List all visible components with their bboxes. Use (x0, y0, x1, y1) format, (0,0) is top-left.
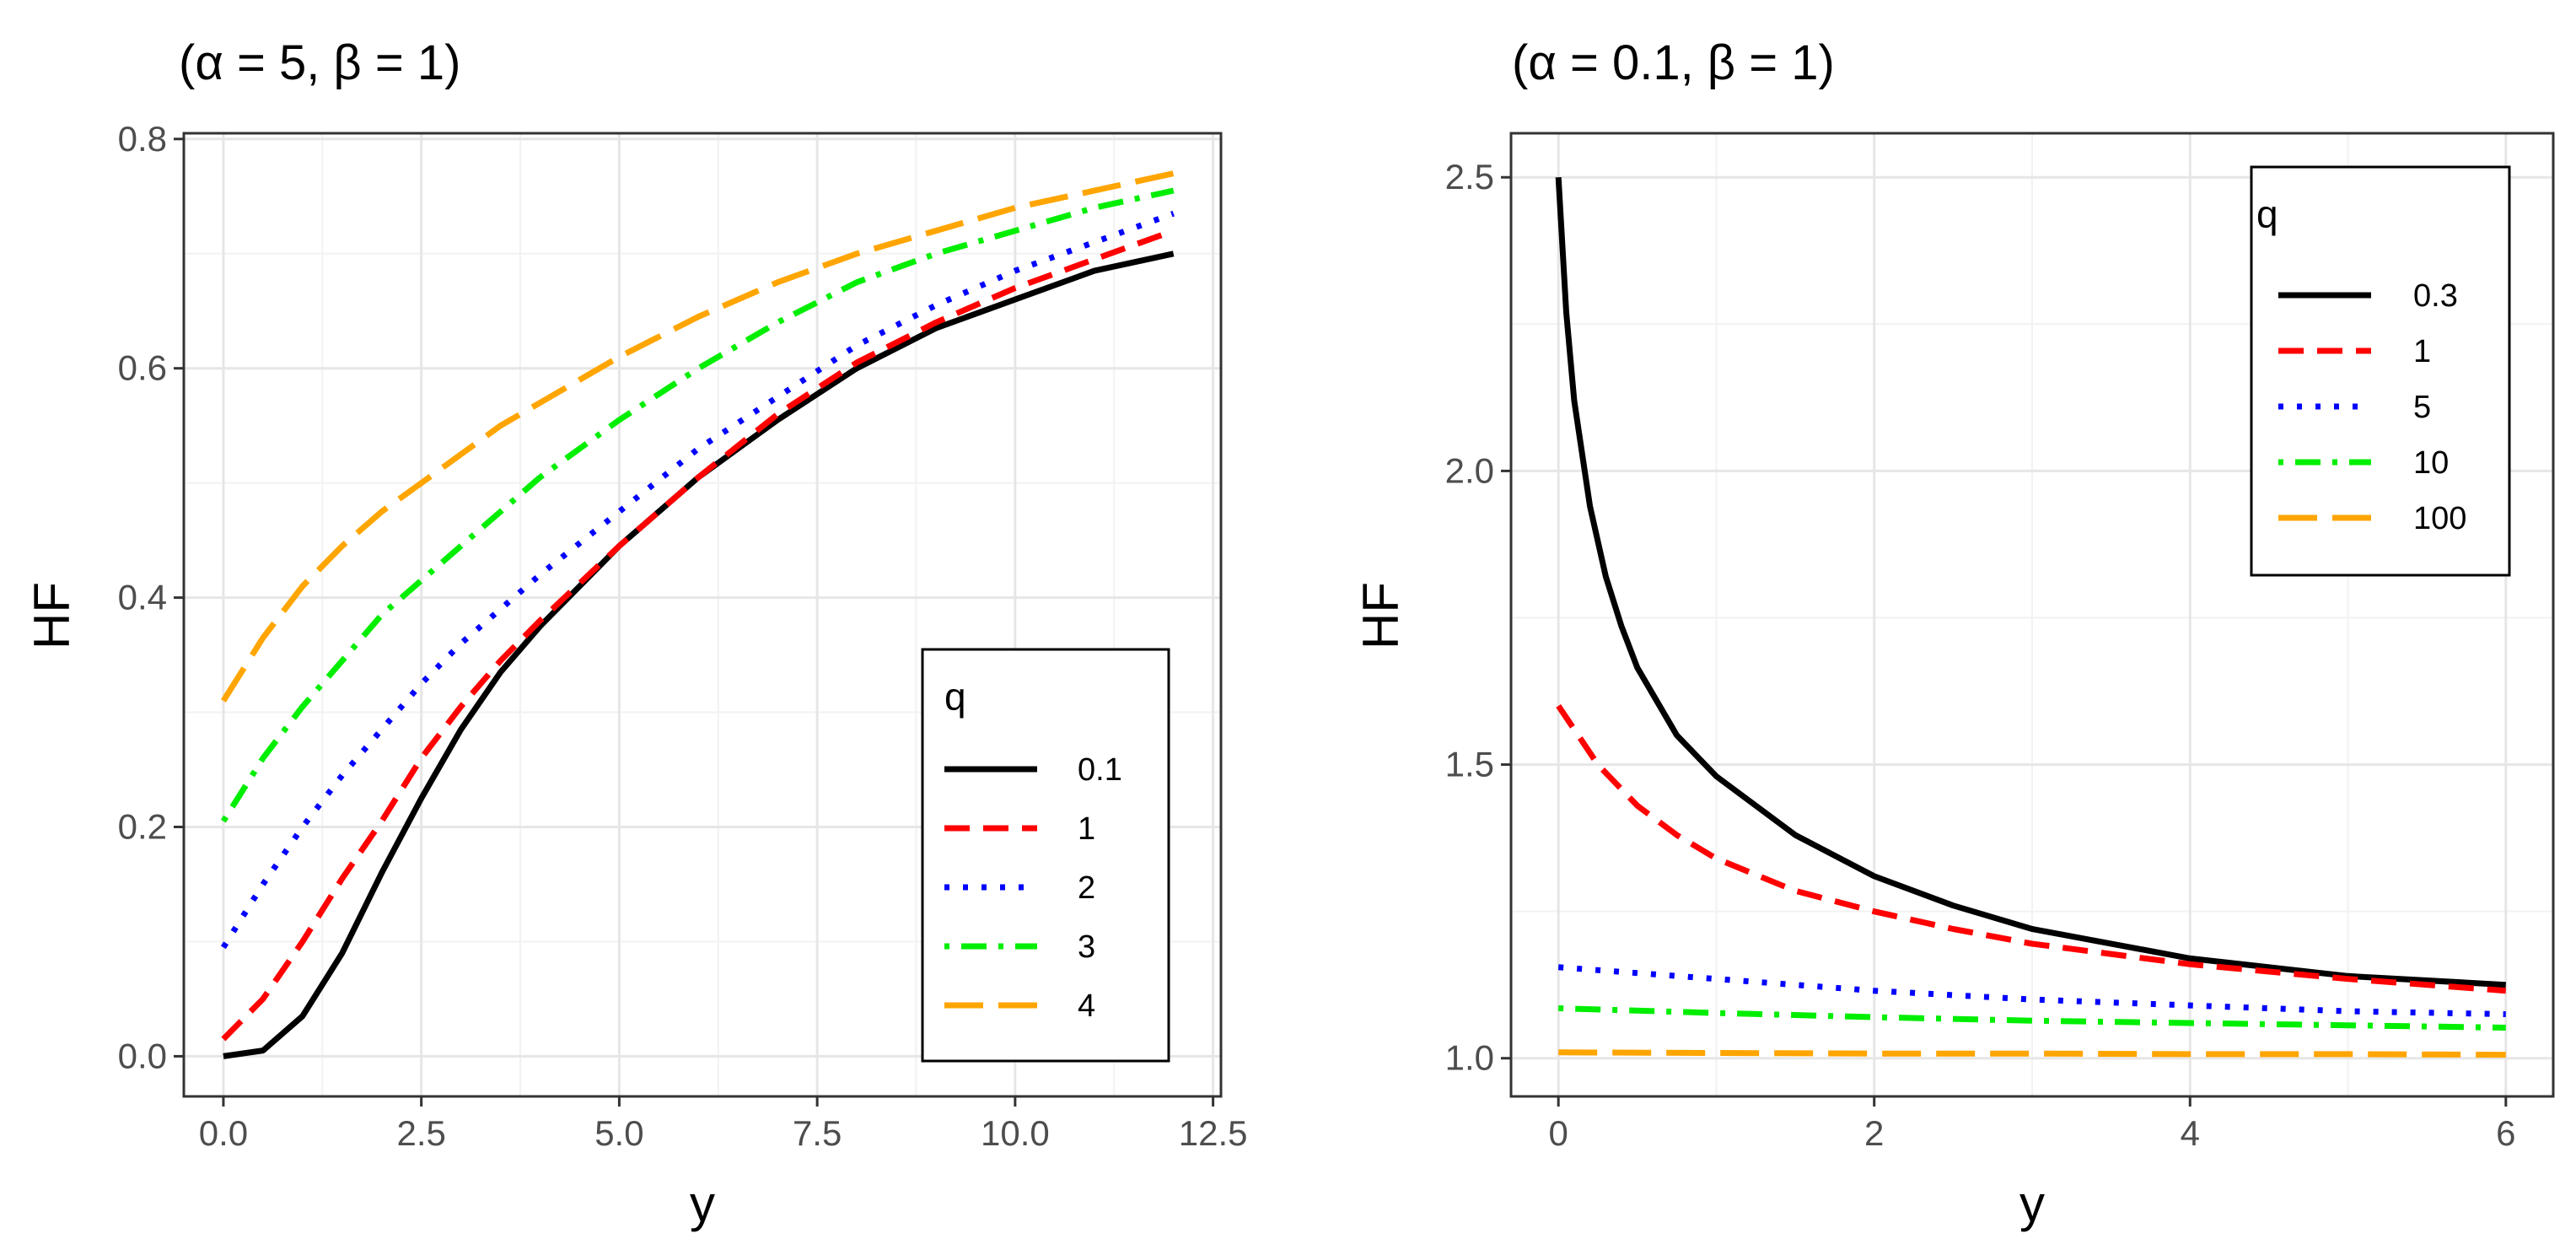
series-lines (1555, 176, 2507, 1058)
series-line-1 (1556, 703, 2507, 994)
y-axis: 0.0 0.2 0.4 0.6 0.8 (118, 119, 184, 1075)
plot-border (182, 132, 1223, 1098)
x-tick-label: 12.5 (1179, 1113, 1248, 1153)
legend-label: 1 (1078, 811, 1095, 847)
legend: q 0.3 1 5 10 100 (2250, 165, 2511, 577)
x-tick-label: 7.5 (793, 1113, 842, 1153)
y-tick-label: 0.2 (118, 807, 167, 847)
y-tick-label: 0.6 (118, 348, 167, 388)
x-axis-title: y (2019, 1176, 2045, 1232)
y-tick-label: 1.0 (1445, 1038, 1494, 1078)
x-tick-label: 6 (2496, 1113, 2515, 1153)
legend-label: 4 (1078, 988, 1095, 1024)
y-axis-title: HF (24, 582, 80, 649)
legend-box (2250, 165, 2511, 577)
legend-title: q (944, 675, 966, 719)
legend-label: 100 (2413, 501, 2466, 536)
chart-title: (α = 0.1, β = 1) (1512, 35, 1835, 90)
y-tick-label: 0.0 (118, 1036, 167, 1075)
series-line-0.3 (1555, 176, 2506, 988)
legend-title: q (2256, 192, 2278, 236)
panel-left: (α = 5, β = 1) 0.0 2.5 5.0 7.5 10.0 12.5 0.00… (24, 35, 1247, 1232)
legend-label: 2 (1078, 870, 1095, 906)
y-tick-label: 1.5 (1445, 745, 1494, 784)
series-line-100 (1558, 1049, 2506, 1058)
x-tick-label: 0 (1549, 1113, 1568, 1153)
x-tick-label: 4 (2181, 1113, 2200, 1153)
legend-label: 1 (2413, 334, 2431, 369)
series-line-4 (220, 170, 1175, 703)
y-tick-label: 0.8 (118, 119, 167, 159)
legend-label: 0.1 (1078, 752, 1122, 788)
series-lines (220, 170, 1175, 1059)
series-line-0.1 (223, 250, 1175, 1059)
x-axis-title: y (690, 1176, 715, 1232)
series-line-3 (220, 187, 1175, 823)
x-tick-label: 5.0 (594, 1113, 643, 1153)
plot-border (1509, 132, 2555, 1098)
y-tick-label: 2.0 (1445, 450, 1494, 490)
x-tick-label: 0.0 (199, 1113, 248, 1153)
x-tick-label: 2 (1864, 1113, 1884, 1153)
legend-box (921, 648, 1170, 1063)
legend-label: 10 (2413, 445, 2449, 481)
series-line-2 (220, 210, 1175, 950)
series-line-1 (221, 228, 1175, 1042)
y-axis: 1.0 1.5 2.0 2.5 (1445, 157, 1511, 1078)
x-tick-label: 2.5 (396, 1113, 445, 1153)
legend-label: 0.3 (2413, 278, 2458, 314)
series-line-10 (1558, 1005, 2506, 1031)
y-tick-label: 0.4 (118, 578, 167, 617)
legend-label: 5 (2413, 390, 2431, 425)
x-tick-label: 10.0 (981, 1113, 1050, 1153)
x-axis: 0.0 2.5 5.0 7.5 10.0 12.5 (199, 1096, 1248, 1153)
x-axis: 0 2 4 6 (1549, 1096, 2515, 1153)
legend: q 0.1 1 2 3 4 (921, 648, 1170, 1063)
y-axis-title: HF (1353, 582, 1409, 649)
y-tick-label: 2.5 (1445, 157, 1494, 197)
legend-label: 3 (1078, 929, 1095, 965)
chart-title: (α = 5, β = 1) (179, 35, 460, 90)
